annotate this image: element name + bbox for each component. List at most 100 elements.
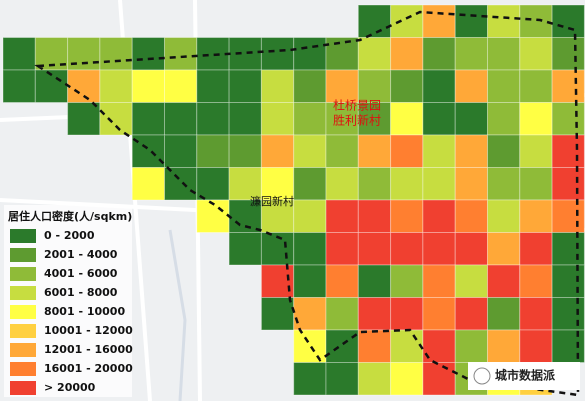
grid-cell (99, 69, 133, 103)
grid-cell (422, 297, 456, 331)
district-boundary (34, 10, 580, 397)
grid-cell (551, 37, 585, 71)
legend-label: 4001 - 6000 (44, 267, 118, 280)
grid-cell (293, 264, 327, 298)
grid-cell (487, 69, 521, 103)
grid-cell (422, 69, 456, 103)
grid-cell (551, 264, 585, 298)
grid-cell (164, 167, 198, 201)
grid-cell (260, 297, 295, 331)
grid-cell (131, 69, 165, 103)
grid-cell (260, 264, 295, 298)
grid-cell (551, 232, 585, 266)
grid-cell (422, 232, 456, 266)
grid-cell (2, 69, 36, 103)
grid-cell (390, 199, 424, 233)
grid-cell (325, 362, 359, 396)
grid-cell (454, 134, 489, 168)
grid-cell (164, 102, 198, 136)
grid-cell (519, 329, 553, 363)
grid-cell (519, 134, 553, 168)
grid-cell (228, 37, 262, 71)
grid-cell (487, 297, 521, 331)
legend: 0 - 2000 2001 - 4000 4001 - 6000 6001 - 800… (10, 229, 133, 395)
grid-cell (357, 4, 392, 38)
grid-cell (357, 264, 392, 298)
grid-cell (228, 102, 262, 136)
grid-cell (131, 167, 165, 201)
grid-cell (454, 167, 489, 201)
watermark-icon (473, 367, 491, 385)
grid-cell (293, 329, 327, 363)
grid-cell (454, 329, 489, 363)
grid-cell (196, 37, 230, 71)
grid-cell (260, 37, 295, 71)
grid-cell (519, 102, 553, 136)
grid-cell (260, 102, 295, 136)
legend-label: 2001 - 4000 (44, 248, 118, 261)
legend-swatch (10, 248, 36, 262)
grid-cell (293, 199, 327, 233)
river (168, 229, 187, 402)
grid-cell (390, 362, 424, 396)
grid-cell (390, 329, 424, 363)
grid-cell (487, 264, 521, 298)
grid-cell (228, 134, 262, 168)
grid-cell (196, 69, 230, 103)
grid-cell (454, 297, 489, 331)
legend-label: 0 - 2000 (44, 229, 95, 242)
grid-cell (293, 232, 327, 266)
legend-label: 6001 - 8000 (44, 286, 118, 299)
grid-cell (390, 264, 424, 298)
grid-cell (293, 297, 327, 331)
grid-cell (325, 199, 359, 233)
grid-cell (357, 102, 392, 136)
grid-cell (422, 102, 456, 136)
grid-cell (551, 199, 585, 233)
legend-swatch (10, 305, 36, 319)
grid-cell (357, 329, 392, 363)
grid-cell (551, 297, 585, 331)
legend-label: 8001 - 10000 (44, 305, 125, 318)
grid-cell (228, 69, 262, 103)
grid-cell (390, 4, 424, 38)
grid-cell (454, 69, 489, 103)
grid-cell (325, 37, 359, 71)
grid-cell (551, 4, 585, 38)
grid-cell (357, 199, 392, 233)
grid-cell (228, 167, 262, 201)
grid-cell (454, 232, 489, 266)
grid-cell (422, 199, 456, 233)
grid-cell (551, 167, 585, 201)
grid-cell (325, 264, 359, 298)
grid-cell (164, 134, 198, 168)
grid-cell (487, 102, 521, 136)
grid-cell (519, 232, 553, 266)
grid-cell (422, 37, 456, 71)
grid-cell (551, 102, 585, 136)
grid-cell (519, 167, 553, 201)
grid-cell (164, 37, 198, 71)
grid-cell (196, 134, 230, 168)
grid-cell (390, 232, 424, 266)
grid-cell (454, 37, 489, 71)
grid-cell (487, 4, 521, 38)
grid-cell (325, 232, 359, 266)
grid-cell (196, 167, 230, 201)
grid-cell (293, 102, 327, 136)
grid-cell (487, 199, 521, 233)
grid-cell (293, 37, 327, 71)
legend-label: 16001 - 20000 (44, 362, 133, 375)
legend-swatch (10, 324, 36, 338)
grid-cell (422, 167, 456, 201)
grid-cell (390, 102, 424, 136)
watermark-box (468, 362, 580, 390)
grid-cell (325, 297, 359, 331)
grid-cell (551, 329, 585, 363)
legend-swatch (10, 229, 36, 243)
grid-cell (454, 199, 489, 233)
grid-cell (551, 69, 585, 103)
grid-cell (357, 362, 392, 396)
grid-cell (357, 232, 392, 266)
